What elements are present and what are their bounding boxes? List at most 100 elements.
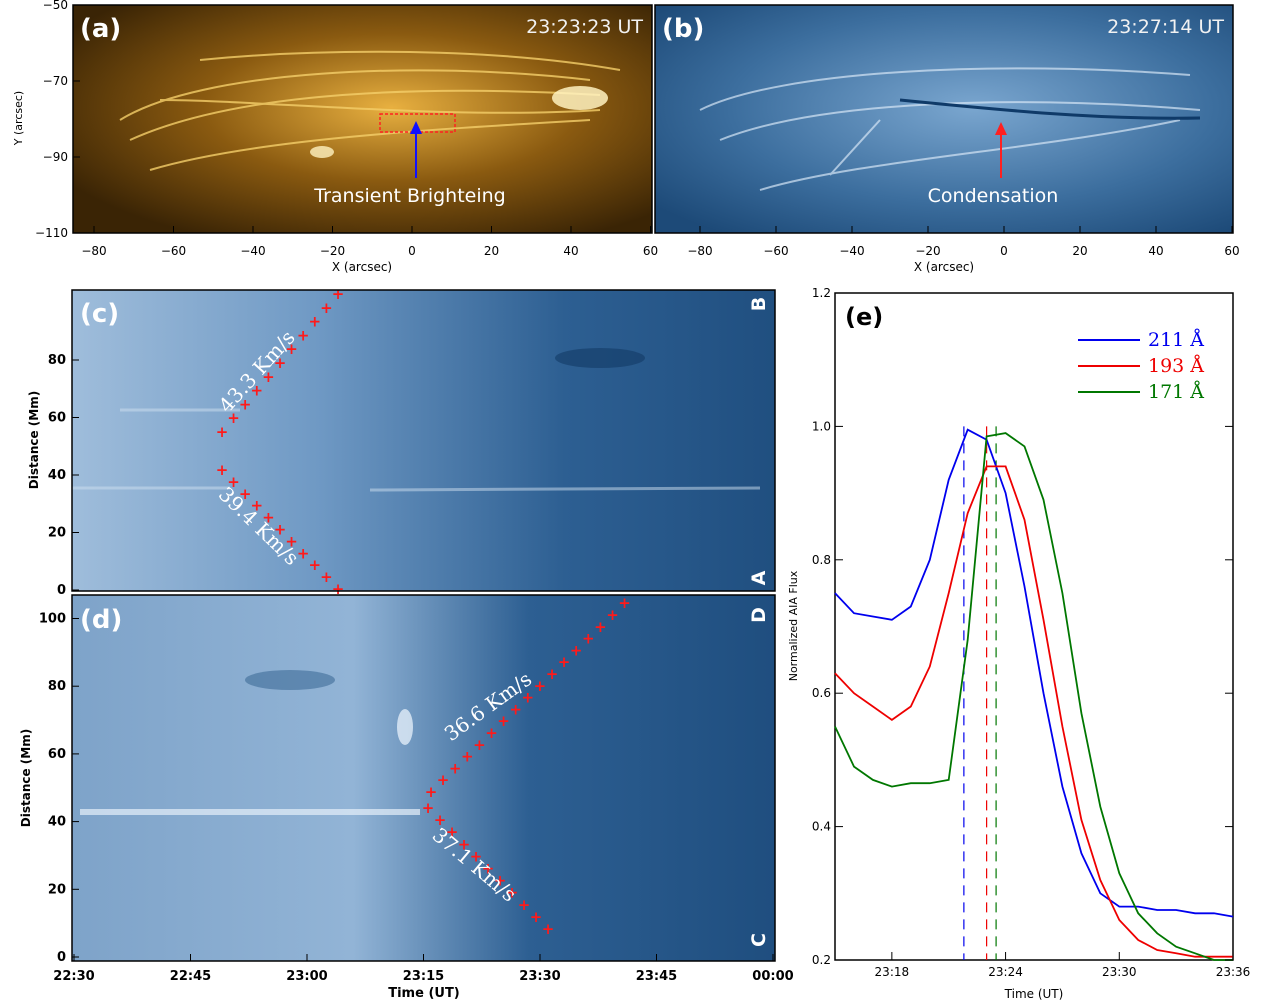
y-tick-label: 40 xyxy=(48,815,66,830)
y-tick-label: 80 xyxy=(48,353,66,368)
y-tick-label: 40 xyxy=(48,468,66,483)
x-tick-label: −20 xyxy=(320,244,345,258)
x-tick-label: 40 xyxy=(1148,244,1163,258)
panel-a-tag: (a) xyxy=(80,14,121,44)
panel-c-corner-top: B xyxy=(748,297,770,311)
x-tick-label: 23:15 xyxy=(403,969,444,984)
track-marker: + xyxy=(446,823,459,841)
panel-a-arrow-head xyxy=(410,121,422,134)
panel-b-xlabel: X (arcsec) xyxy=(914,260,974,274)
panel-c: ++++++++++++++++++++++ (c) B A 43.3 Km/s… xyxy=(27,285,776,598)
track-marker: + xyxy=(437,771,450,789)
x-tick-label: 22:45 xyxy=(170,969,211,984)
panel-a-yticks: −50 −70 −90 −110 xyxy=(35,0,80,240)
track-marker: + xyxy=(497,712,510,730)
track-marker: + xyxy=(332,580,345,598)
panel-d-track-markers: ++++++++++++++++++++++++++++ xyxy=(422,594,631,938)
legend-label: 211 Å xyxy=(1148,329,1204,351)
x-tick-label: 23:45 xyxy=(636,969,677,984)
panel-e-ylabel: Normalized AIA Flux xyxy=(787,570,800,681)
x-tick-label: 22:30 xyxy=(53,969,94,984)
track-marker: + xyxy=(216,461,229,479)
y-tick-label: 60 xyxy=(48,411,66,426)
x-tick-label: 23:00 xyxy=(286,969,327,984)
y-tick-label: 0.8 xyxy=(812,553,831,567)
track-marker: + xyxy=(262,509,275,527)
panel-b-arrow-head xyxy=(995,122,1007,135)
track-marker: + xyxy=(425,783,438,801)
track-marker: + xyxy=(594,618,607,636)
track-marker: + xyxy=(509,700,522,718)
panel-a-annotation: Transient Brighteing xyxy=(313,185,505,207)
track-marker: + xyxy=(618,594,631,612)
x-tick-label: 23:30 xyxy=(1102,965,1137,979)
panel-d-ylabel: Distance (Mm) xyxy=(19,729,33,827)
track-marker: + xyxy=(449,759,462,777)
y-tick-label: 0 xyxy=(57,583,66,598)
track-marker: + xyxy=(570,641,583,659)
track-marker: + xyxy=(461,748,474,766)
track-marker: + xyxy=(506,884,519,902)
panel-b-xticks: −80 −60 −40 −20 0 20 40 60 xyxy=(687,226,1240,258)
track-marker: + xyxy=(251,382,264,400)
track-marker: + xyxy=(558,653,571,671)
panel-a-loops xyxy=(119,50,621,171)
y-tick-label: 20 xyxy=(48,526,66,541)
panel-a-bright-spot xyxy=(310,146,334,158)
legend-label: 171 Å xyxy=(1148,381,1204,403)
series-line xyxy=(834,432,1233,961)
y-tick-label: 60 xyxy=(48,747,66,762)
y-tick-label: −90 xyxy=(43,150,68,164)
panel-d-xlabel: Time (UT) xyxy=(388,986,460,1001)
panel-a: (a) 23:23:23 UT Transient Brighteing Y (… xyxy=(12,0,658,274)
panel-d-yticks: 0 20 40 60 80 100 xyxy=(39,612,79,965)
track-marker: + xyxy=(470,847,483,865)
track-marker: + xyxy=(482,860,495,878)
x-tick-label: 0 xyxy=(1000,244,1008,258)
track-marker: + xyxy=(606,606,619,624)
y-tick-label: 0 xyxy=(57,950,66,965)
track-marker: + xyxy=(239,395,252,413)
track-marker: + xyxy=(485,724,498,742)
track-marker: + xyxy=(422,799,435,817)
y-tick-label: 0.4 xyxy=(812,820,831,834)
track-marker: + xyxy=(285,532,298,550)
x-tick-label: −80 xyxy=(81,244,106,258)
track-marker: + xyxy=(309,313,322,331)
panel-c-yticks: 0 20 40 60 80 xyxy=(48,353,79,598)
y-tick-label: 0.6 xyxy=(812,686,831,700)
x-tick-label: 60 xyxy=(643,244,658,258)
track-marker: + xyxy=(285,340,298,358)
series-line xyxy=(834,428,1234,918)
panel-c-frame xyxy=(71,289,776,592)
panel-c-dark-patch xyxy=(555,348,645,368)
track-marker: + xyxy=(434,811,447,829)
track-marker: + xyxy=(216,423,229,441)
track-marker: + xyxy=(582,630,595,648)
x-tick-label: −80 xyxy=(687,244,712,258)
track-marker: + xyxy=(320,299,333,317)
panel-b: (b) 23:27:14 UT Condensation X (arcsec) … xyxy=(654,4,1240,274)
x-tick-label: −40 xyxy=(240,244,265,258)
track-marker: + xyxy=(274,521,287,539)
x-tick-label: 23:24 xyxy=(988,965,1023,979)
panel-d-corner-top: D xyxy=(748,607,770,623)
panel-b-dark-thread xyxy=(899,98,1201,120)
track-marker: + xyxy=(251,497,264,515)
track-marker: + xyxy=(309,556,322,574)
panel-d-image xyxy=(72,595,775,961)
panel-c-ylabel: Distance (Mm) xyxy=(27,391,41,489)
x-tick-label: 00:00 xyxy=(752,969,793,984)
panel-e-yticks: 0.2 0.4 0.6 0.8 1.0 1.2 xyxy=(812,286,1233,967)
panel-e-peak-markers xyxy=(963,426,997,960)
track-marker: + xyxy=(274,354,287,372)
panel-e-tag: (e) xyxy=(845,303,883,331)
panel-e-xticks: 23:18 23:24 23:30 23:36 xyxy=(875,952,1250,979)
panel-a-timestamp: 23:23:23 UT xyxy=(526,16,643,38)
panel-b-frame xyxy=(654,4,1234,234)
track-marker: + xyxy=(239,485,252,503)
x-tick-label: 23:30 xyxy=(519,969,560,984)
legend-label: 193 Å xyxy=(1148,355,1204,377)
series-line xyxy=(834,465,1233,958)
